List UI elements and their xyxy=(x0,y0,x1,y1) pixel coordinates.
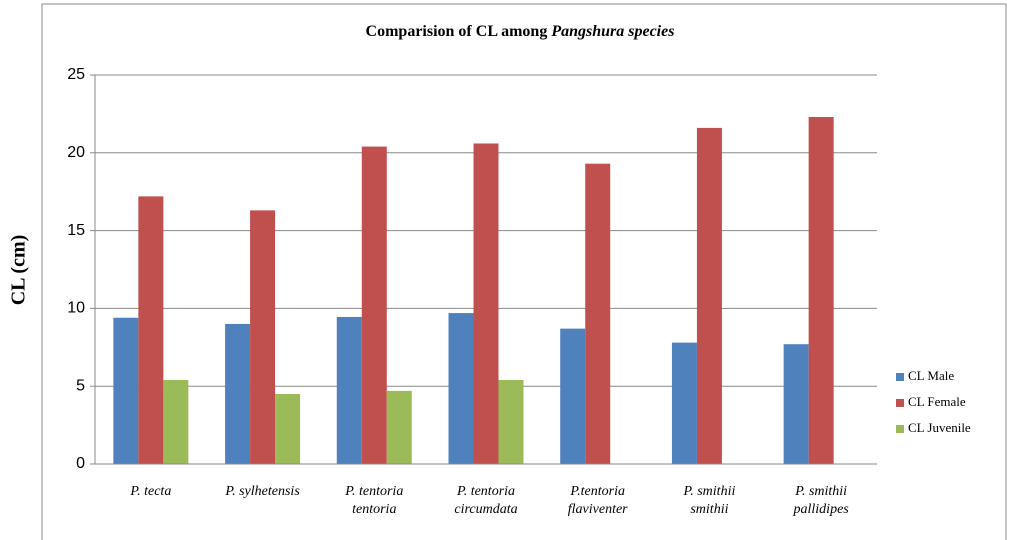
y-tick-label: 10 xyxy=(67,300,85,317)
y-tick-label: 5 xyxy=(76,377,85,394)
x-tick-line: P. tentoria xyxy=(456,484,515,499)
bar xyxy=(336,316,362,464)
x-tick-line: P. sylhetensis xyxy=(224,484,300,499)
bar xyxy=(560,328,586,464)
legend-swatch xyxy=(896,425,904,433)
title-main: Comparision of CL among xyxy=(366,23,548,40)
x-tick-label: P. smithii smithii xyxy=(682,484,735,517)
legend-label: CL Female xyxy=(908,394,966,409)
bar xyxy=(225,323,251,464)
x-tick-line: P. smithii xyxy=(794,484,847,499)
y-tick-label: 15 xyxy=(67,222,85,239)
y-tick-label: 20 xyxy=(67,144,85,161)
x-tick-label: P. sylhetensis xyxy=(224,484,300,499)
bar xyxy=(585,163,611,464)
x-tick-label: P. tentoria tentoria xyxy=(344,484,403,517)
x-tick-line: smithii xyxy=(690,502,728,517)
x-tick-label: P. tentoria circumdata xyxy=(454,484,517,517)
bar xyxy=(498,379,524,464)
x-tick-line: P. tecta xyxy=(129,484,171,499)
y-tick-label: 25 xyxy=(67,66,85,83)
x-tick-line: pallidipes xyxy=(793,502,850,517)
bar xyxy=(138,196,164,465)
x-tick-line: P.tentoria xyxy=(569,484,625,499)
x-tick-line: P. smithii xyxy=(682,484,735,499)
bar xyxy=(671,342,697,464)
x-tick-label: P. smithii pallidipes xyxy=(793,484,850,517)
bar xyxy=(275,393,301,464)
x-tick-line: tentoria xyxy=(352,502,396,517)
bar xyxy=(113,317,139,464)
title-species: Pangshura species xyxy=(550,23,674,40)
bar xyxy=(808,117,834,465)
y-axis-label: CL (cm) xyxy=(8,235,30,306)
legend-swatch xyxy=(896,373,904,381)
chart-border xyxy=(41,3,1007,540)
y-tick-label: 0 xyxy=(76,455,85,472)
bar xyxy=(361,146,387,465)
legend-swatch xyxy=(896,399,904,407)
x-tick-line: flaviventer xyxy=(568,502,628,517)
legend-label: CL Juvenile xyxy=(908,420,971,435)
legend-label: CL Male xyxy=(908,368,954,383)
x-tick-label: P. tecta xyxy=(129,484,171,499)
x-tick-line: P. tentoria xyxy=(344,484,403,499)
bar xyxy=(696,127,722,465)
bar xyxy=(163,379,189,464)
bar xyxy=(448,313,474,464)
x-tick-line: circumdata xyxy=(454,502,517,517)
bar xyxy=(473,143,499,465)
bar xyxy=(386,390,412,464)
x-tick-label: P.tentoria flaviventer xyxy=(568,484,628,517)
bar xyxy=(783,344,809,464)
chart-title: Comparision of CL among Pangshura specie… xyxy=(366,23,675,40)
bar xyxy=(250,210,276,464)
